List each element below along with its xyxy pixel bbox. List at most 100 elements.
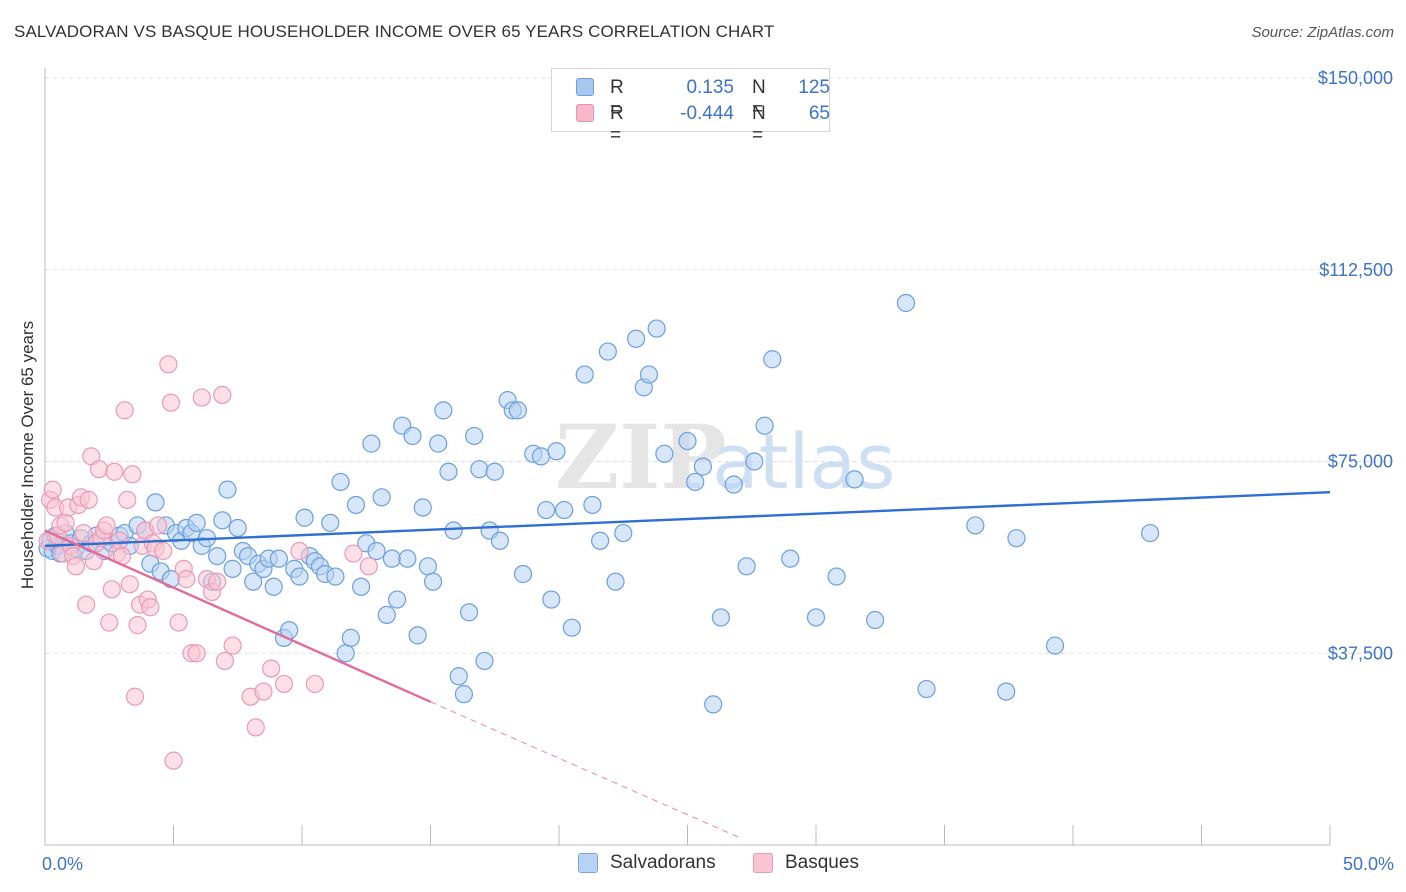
legend-n-label: N =: [752, 77, 766, 120]
data-point: [295, 508, 314, 527]
data-point: [434, 401, 453, 420]
data-point: [79, 490, 98, 509]
data-point: [398, 549, 417, 568]
data-point: [341, 628, 360, 648]
data-point: [408, 626, 427, 645]
data-point: [454, 685, 474, 704]
data-point: [169, 613, 188, 632]
chart-title: SALVADORAN VS BASQUE HOUSEHOLDER INCOME …: [14, 22, 775, 41]
data-point: [208, 546, 227, 566]
data-point: [763, 350, 782, 369]
data-point: [485, 462, 504, 481]
data-point: [626, 329, 646, 348]
data-point: [513, 564, 533, 584]
trend-lines: [44, 490, 1331, 838]
data-point: [459, 603, 479, 622]
y-tick-label: $150,000: [1318, 68, 1393, 88]
data-point: [470, 460, 489, 479]
data-point: [647, 319, 666, 338]
data-point: [228, 518, 247, 538]
data-point: [305, 674, 324, 694]
data-point: [711, 608, 731, 627]
x-tick-label: 50.0%: [1343, 854, 1394, 874]
watermark-zip: ZIP: [555, 405, 727, 509]
legend-r-value: 0.135: [686, 77, 734, 98]
data-point: [352, 577, 371, 596]
legend-n-value: 125: [798, 77, 830, 98]
data-point: [154, 541, 173, 561]
data-point: [475, 651, 494, 671]
trend-line-salvadorans: [44, 490, 1331, 548]
legend-r-value: -0.444: [680, 103, 734, 124]
data-point: [737, 557, 756, 576]
data-point: [542, 590, 561, 609]
watermark: ZIP atlas: [555, 405, 896, 509]
data-point: [269, 549, 288, 568]
data-point: [387, 590, 407, 609]
bottom-legend-swatch-salvadorans: [578, 853, 598, 873]
data-point: [141, 598, 160, 617]
data-point: [213, 385, 232, 405]
data-point: [1045, 636, 1065, 655]
data-point: [146, 493, 165, 512]
data-point: [583, 495, 602, 515]
data-point: [336, 644, 355, 663]
data-point: [1007, 529, 1026, 548]
data-point: [56, 513, 75, 532]
data-point: [346, 495, 366, 515]
data-point: [77, 595, 96, 614]
data-point: [591, 531, 610, 550]
data-point: [362, 434, 381, 453]
data-point: [423, 572, 443, 591]
data-point: [508, 401, 527, 420]
y-tick-label: $37,500: [1328, 643, 1393, 663]
legend-swatch-salvadorans: [576, 78, 594, 96]
data-points: [38, 293, 1160, 770]
data-point: [465, 426, 484, 446]
data-point: [187, 513, 206, 532]
data-point: [161, 393, 181, 412]
data-point: [100, 613, 119, 632]
data-point: [97, 516, 116, 535]
data-point: [537, 500, 556, 520]
data-point: [177, 570, 196, 589]
data-point: [639, 365, 659, 384]
data-point: [159, 355, 178, 374]
data-point: [223, 636, 242, 655]
data-point: [115, 401, 134, 420]
legend-swatch-basques: [576, 104, 594, 122]
data-point: [264, 577, 283, 596]
data-point: [444, 521, 463, 540]
data-point: [724, 475, 743, 494]
data-point: [678, 431, 697, 451]
data-point: [344, 544, 363, 563]
data-point: [148, 516, 168, 535]
data-point: [223, 559, 242, 578]
data-point: [555, 500, 574, 520]
data-point: [806, 608, 826, 627]
y-tick-label: $112,500: [1319, 260, 1393, 280]
data-point: [413, 498, 432, 517]
legend-r-label: R =: [610, 103, 624, 146]
series-basques: [38, 355, 378, 770]
data-point: [246, 718, 265, 737]
data-point: [781, 549, 800, 568]
legend-n-value: 65: [808, 103, 830, 124]
series-salvadorans: [38, 293, 1160, 714]
data-point: [359, 557, 378, 576]
data-point: [74, 523, 93, 543]
y-tick-label: $75,000: [1328, 452, 1393, 472]
source-label: Source: ZipAtlas.com: [1251, 24, 1394, 41]
data-point: [192, 388, 211, 407]
data-point: [704, 695, 723, 714]
bottom-legend-label: Salvadorans: [610, 852, 716, 873]
data-point: [326, 567, 345, 586]
data-point: [118, 490, 137, 509]
data-point: [827, 567, 846, 586]
data-point: [321, 513, 340, 532]
trend-line-extension: [430, 701, 740, 838]
data-point: [439, 462, 458, 481]
data-point: [997, 682, 1016, 701]
data-point: [1140, 523, 1160, 543]
